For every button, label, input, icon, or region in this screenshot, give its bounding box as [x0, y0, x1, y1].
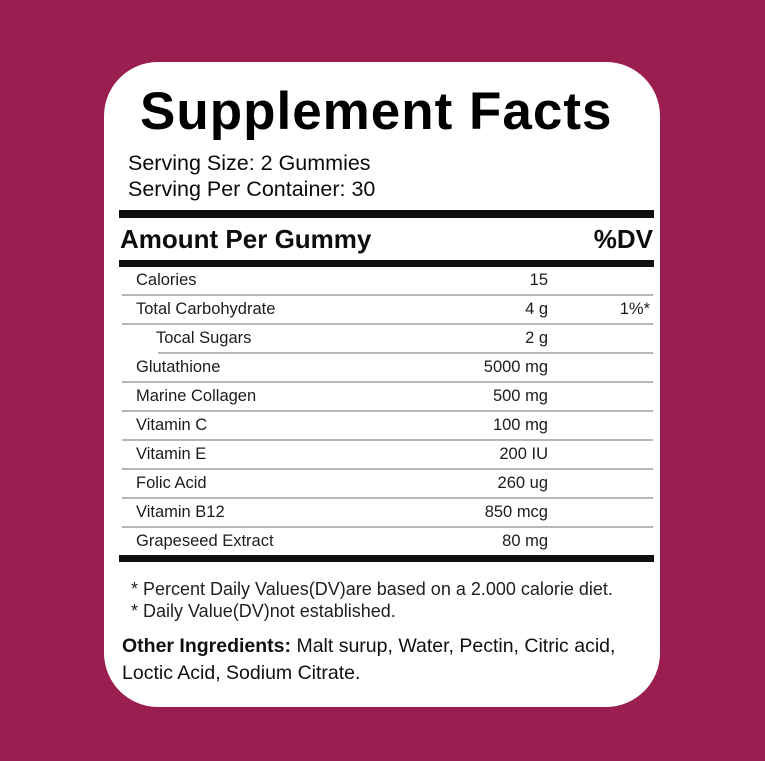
- nutrient-row: Vitamin C 100 mg: [122, 412, 653, 439]
- table-header: Amount Per Gummy %DV: [120, 218, 653, 260]
- nutrient-table: Calories 15 Total Carbohydrate 4 g 1%* Tocal …: [122, 267, 653, 555]
- nutrient-amount: 500 mg: [492, 387, 548, 405]
- footnote-daily-values: * Percent Daily Values(DV)are based on a…: [131, 579, 613, 599]
- other-ingredients-label: Other Ingredients:: [122, 635, 292, 657]
- supplement-facts-card: Supplement Facts Serving Size: 2 Gummies…: [104, 62, 660, 707]
- nutrient-name: Grapeseed Extract: [136, 532, 274, 550]
- nutrient-row: Folic Acid 260 ug: [122, 470, 653, 497]
- serving-per-container-text: Serving Per Container: 30: [128, 177, 376, 201]
- divider-thick-bottom: [119, 555, 654, 562]
- footnotes: * Percent Daily Values(DV)are based on a…: [131, 578, 660, 622]
- nutrient-amount: 80 mg: [502, 532, 548, 550]
- nutrient-row: Marine Collagen 500 mg: [122, 383, 653, 410]
- serving-info: Serving Size: 2 Gummies Serving Per Cont…: [128, 150, 660, 202]
- nutrient-row: Glutathione 5000 mg: [122, 354, 653, 381]
- nutrient-row: Total Carbohydrate 4 g 1%*: [122, 296, 653, 323]
- nutrient-name: Vitamin C: [136, 416, 208, 434]
- row-separator: [158, 352, 653, 354]
- nutrient-row: Calories 15: [122, 267, 653, 294]
- nutrient-row: Vitamin B12 850 mcg: [122, 499, 653, 526]
- nutrient-daily-value: 1%*: [619, 300, 650, 318]
- nutrient-amount: 850 mcg: [484, 503, 548, 521]
- nutrient-name: Glutathione: [136, 358, 221, 376]
- amount-column-header: Amount Per Gummy: [120, 223, 372, 254]
- row-separator: [122, 526, 653, 528]
- row-separator: [122, 497, 653, 499]
- nutrient-amount: 15: [529, 271, 548, 289]
- nutrient-amount: 5000 mg: [483, 358, 548, 376]
- nutrient-name: Marine Collagen: [136, 387, 257, 405]
- nutrient-name: Calories: [136, 271, 197, 289]
- nutrient-row: Tocal Sugars 2 g: [122, 325, 653, 352]
- other-ingredients: Other Ingredients: Malt surup, Water, Pe…: [122, 633, 646, 687]
- row-separator: [122, 468, 653, 470]
- footnote-dv-not-established: * Daily Value(DV)not established.: [131, 601, 396, 621]
- nutrient-name: Vitamin E: [136, 445, 207, 463]
- nutrient-amount: 2 g: [525, 329, 548, 347]
- row-separator: [122, 410, 653, 412]
- divider-thick-middle: [119, 260, 654, 267]
- nutrient-name: Total Carbohydrate: [136, 300, 276, 318]
- row-separator: [122, 381, 653, 383]
- nutrient-name: Vitamin B12: [136, 503, 225, 521]
- dv-column-header: %DV: [593, 223, 653, 254]
- other-ingredients-text: Malt surup, Water, Pectin, Citric acid, …: [122, 635, 616, 684]
- serving-size-text: Serving Size: 2 Gummies: [128, 151, 371, 175]
- nutrient-amount: 200 IU: [499, 445, 548, 463]
- nutrient-name: Folic Acid: [136, 474, 207, 492]
- nutrient-name: Tocal Sugars: [156, 329, 252, 347]
- nutrient-amount: 4 g: [525, 300, 548, 318]
- row-separator: [122, 294, 653, 296]
- row-separator: [122, 323, 653, 325]
- row-separator: [122, 439, 653, 441]
- nutrient-amount: 260 ug: [497, 474, 548, 492]
- page-title: Supplement Facts: [140, 82, 613, 141]
- nutrient-amount: 100 mg: [492, 416, 548, 434]
- nutrient-row: Grapeseed Extract 80 mg: [122, 528, 653, 555]
- divider-thick-top: [119, 210, 654, 218]
- nutrient-row: Vitamin E 200 IU: [122, 441, 653, 468]
